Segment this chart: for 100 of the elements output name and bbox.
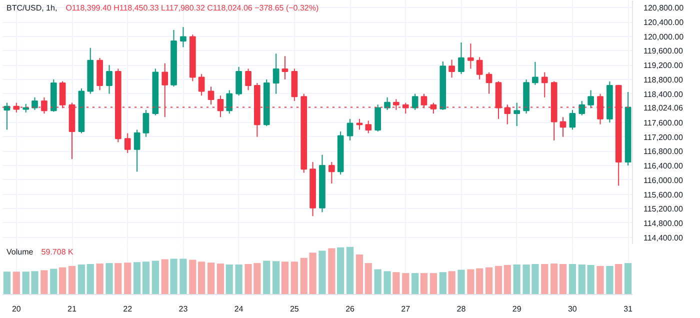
bar [50,268,58,294]
x-tick-label: 25 [290,304,300,314]
candlestick [569,109,576,130]
x-tick-label: 24 [234,304,244,314]
bar [263,260,270,294]
candlestick [588,90,594,109]
y-tick-label: 118,800.00 [644,75,684,84]
candlestick [245,68,252,91]
bar [161,259,168,294]
bar [281,262,289,294]
bar [86,264,94,294]
bar [216,264,224,294]
bar [134,262,141,294]
bar [374,269,382,294]
candlestick [346,118,354,141]
y-tick-label: 115,600.00 [644,190,684,200]
candlestick [486,72,492,94]
bar [624,263,632,294]
candlestick [124,132,131,154]
bar [189,260,196,294]
bar [392,272,400,294]
bar [412,273,419,294]
bar [58,267,66,294]
bar [142,262,150,294]
candlestick [412,93,418,110]
candlestick [180,26,186,48]
bar [550,264,558,294]
bar [559,264,567,294]
bar [384,271,391,294]
candlestick [236,66,242,96]
candlestick [374,104,381,132]
bar [207,262,215,294]
bar [290,262,298,294]
candlestick [134,129,140,172]
candlestick [106,64,112,94]
bar [402,273,410,294]
bar [3,272,11,294]
candlestick [226,90,233,114]
ref-line-label: 118,024.06 [644,103,684,112]
bar [346,246,354,294]
bar [568,264,576,294]
bar [106,263,113,294]
y-tick-label: 116,400.00 [644,162,684,171]
bar [458,270,465,294]
candlestick [514,102,520,127]
bar [198,262,206,294]
candlestick [532,61,538,86]
candlestick [468,43,474,70]
bar [476,268,484,294]
candlestick [272,53,280,94]
bar [235,264,242,294]
x-tick-label: 29 [512,304,522,314]
candlestick [282,56,288,80]
chart-subtitle: O118,399.40 H118,450.33 L117,980.32 C118,024.06 −378.65 (−0.32%) [66,4,319,12]
y-tick-label: 116,800.00 [644,147,684,156]
bar [40,270,48,294]
x-tick-label: 28 [456,304,466,314]
candlestick [328,161,335,184]
candlestick [142,109,150,138]
y-tick-label: 120,000.00 [644,32,684,42]
annotation: 59.708 K [41,248,74,256]
candlestick [32,96,38,110]
bar [356,254,364,294]
y-tick-label: 118,400.00 [644,90,684,99]
bar [513,264,520,294]
bar [606,266,614,294]
chart-title: BTC/USD, 1h, [6,4,58,12]
candlestick [384,96,390,110]
y-tick-label: 119,200.00 [644,61,684,70]
bar [420,273,428,294]
bar [467,269,474,294]
candlestick [365,120,372,134]
bar [78,264,86,294]
bar [68,266,76,294]
candlestick [208,86,214,106]
bar [615,264,622,294]
x-tick-label: 26 [346,304,356,314]
bar [494,266,502,294]
bar [364,263,372,294]
bar [541,264,548,294]
bar [124,262,132,294]
x-tick-label: 20 [12,304,22,314]
y-tick-label: 119,600.00 [644,46,684,56]
chart-title: Volume [6,248,34,256]
x-tick-label: 22 [123,304,133,314]
x-tick-label: 30 [568,304,578,314]
y-tick-label: 120,400.00 [644,18,684,28]
bar [430,273,437,294]
bar [504,264,511,294]
x-tick-label: 27 [401,304,411,314]
bar [439,272,446,294]
y-tick-label: 117,600.00 [644,118,684,128]
bar [596,266,604,294]
x-tick-label: 23 [178,304,188,314]
bar [318,250,326,294]
candlestick [198,74,205,96]
y-tick-label: 120,800.00 [644,4,684,13]
candlestick [458,42,464,75]
bar [485,267,493,294]
candlestick [560,116,566,138]
